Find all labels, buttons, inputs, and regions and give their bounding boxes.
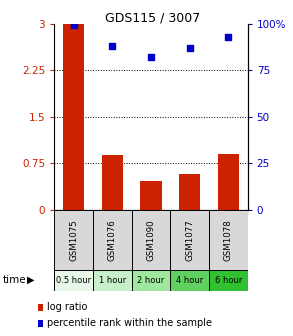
- Bar: [93, 210, 132, 270]
- Bar: [132, 270, 170, 291]
- Text: percentile rank within the sample: percentile rank within the sample: [47, 318, 212, 328]
- Text: 6 hour: 6 hour: [214, 276, 242, 285]
- Bar: [209, 210, 248, 270]
- Bar: [209, 270, 248, 291]
- Text: 4 hour: 4 hour: [176, 276, 203, 285]
- Text: 2 hour: 2 hour: [137, 276, 165, 285]
- Point: [187, 45, 192, 50]
- Text: log ratio: log ratio: [47, 302, 87, 312]
- Point: [226, 34, 231, 39]
- Bar: [218, 154, 239, 210]
- Text: 0.5 hour: 0.5 hour: [56, 276, 91, 285]
- Bar: [102, 155, 123, 210]
- Text: GSM1090: GSM1090: [146, 219, 155, 261]
- Bar: [54, 270, 93, 291]
- Bar: [54, 210, 93, 270]
- Bar: [93, 270, 132, 291]
- Text: GDS115 / 3007: GDS115 / 3007: [105, 12, 200, 25]
- Bar: [170, 210, 209, 270]
- Bar: [132, 210, 170, 270]
- Point: [71, 23, 76, 28]
- Bar: [170, 270, 209, 291]
- Text: GSM1077: GSM1077: [185, 219, 194, 261]
- Text: GSM1078: GSM1078: [224, 219, 233, 261]
- Text: GSM1075: GSM1075: [69, 219, 78, 261]
- Text: ▶: ▶: [27, 275, 35, 285]
- Bar: [179, 174, 200, 210]
- Text: time: time: [3, 275, 27, 285]
- Point: [149, 54, 153, 60]
- Bar: [63, 24, 84, 210]
- Text: GSM1076: GSM1076: [108, 219, 117, 261]
- Text: 1 hour: 1 hour: [98, 276, 126, 285]
- Bar: [140, 181, 161, 210]
- Point: [110, 43, 115, 49]
